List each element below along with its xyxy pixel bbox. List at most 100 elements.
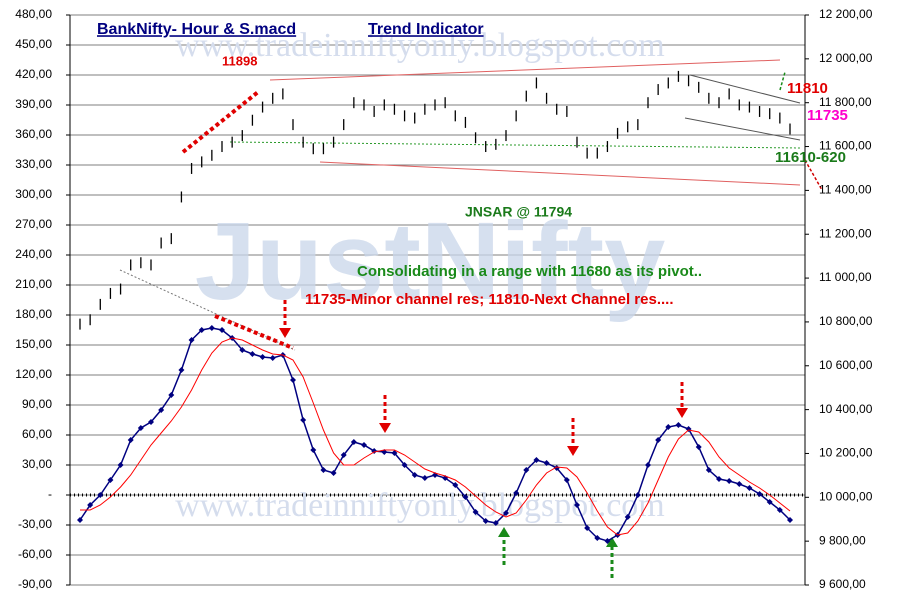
- series-marker: [563, 477, 570, 483]
- y-tick-label: 150,00: [15, 337, 52, 351]
- series-marker: [290, 377, 296, 383]
- channel-line: [689, 74, 801, 104]
- channel-line: [269, 59, 781, 81]
- y2-tick-label: 12 200,00: [819, 7, 873, 21]
- y-tick-label: 330,00: [15, 157, 52, 171]
- arrow-head: [498, 527, 510, 537]
- series-marker: [87, 502, 94, 508]
- chart-title: BankNifty- Hour & S.macd: [97, 21, 296, 38]
- series-marker: [137, 425, 144, 431]
- annotation: 11810: [787, 80, 828, 97]
- annotation: Consolidating in a range with 11680 as i…: [357, 263, 702, 280]
- series-marker: [736, 481, 743, 487]
- series-marker: [513, 490, 520, 496]
- annotation: JNSAR @ 11794: [465, 204, 572, 220]
- series-marker: [776, 507, 783, 513]
- y-tick-label: 30,00: [22, 457, 52, 471]
- y-tick-label: 390,00: [15, 97, 52, 111]
- watermark: www.tradeinniftyonly.blogspot.com: [175, 27, 664, 64]
- series-marker: [604, 538, 611, 544]
- series-marker: [766, 499, 773, 505]
- series-layer: [77, 70, 793, 544]
- series-marker: [188, 337, 195, 343]
- annotation: 11898: [222, 53, 257, 68]
- annotation: 11610-620: [775, 149, 846, 166]
- series-marker: [77, 517, 83, 523]
- series-marker: [543, 460, 550, 466]
- series-marker: [665, 424, 672, 430]
- series-marker: [350, 439, 357, 445]
- series-marker: [787, 517, 793, 523]
- series-marker: [401, 462, 408, 468]
- series-marker: [148, 419, 154, 425]
- series-marker: [411, 472, 418, 478]
- y-tick-label: -30,00: [18, 517, 52, 531]
- y2-tick-label: 11 600,00: [819, 139, 872, 153]
- y2-tick-label: 12 000,00: [819, 51, 873, 65]
- y2-tick-label: 10 200,00: [819, 446, 873, 460]
- watermark: JustNifty: [195, 200, 666, 323]
- y2-tick-label: 11 000,00: [819, 270, 872, 284]
- series-marker: [756, 491, 763, 497]
- series-marker: [198, 327, 205, 333]
- y-tick-label: 60,00: [22, 427, 52, 441]
- y-tick-label: -60,00: [18, 547, 52, 561]
- arrow-head: [279, 328, 291, 338]
- series-marker: [584, 525, 591, 531]
- annotation: 11735: [807, 107, 848, 124]
- grid-layer: [66, 14, 809, 586]
- series-marker: [117, 462, 124, 468]
- channel-line: [319, 161, 801, 186]
- chart-subtitle: Trend Indicator: [368, 21, 484, 38]
- y-tick-label: 90,00: [22, 397, 52, 411]
- series-marker: [746, 485, 753, 491]
- annotation: 11735-Minor channel res; 11810-Next Chan…: [305, 291, 674, 308]
- series-marker: [127, 437, 134, 443]
- y2-tick-label: 11 400,00: [819, 183, 872, 197]
- y2-tick-label: 10 400,00: [819, 402, 873, 416]
- y2-tick-label: 9 800,00: [819, 533, 866, 547]
- series-marker: [168, 392, 175, 398]
- trend-line: [119, 269, 296, 351]
- series-marker: [675, 422, 682, 428]
- series-marker: [178, 367, 185, 373]
- y2-tick-label: 11 800,00: [819, 95, 872, 109]
- series-marker: [330, 470, 337, 476]
- series-marker: [107, 477, 114, 483]
- series-marker: [726, 478, 733, 484]
- y-tick-label: 420,00: [15, 67, 52, 81]
- series-marker: [97, 492, 104, 498]
- support-line: [229, 141, 801, 149]
- y2-tick-label: 10 800,00: [819, 314, 873, 328]
- series-marker: [553, 465, 560, 471]
- y2-tick-label: 11 200,00: [819, 226, 872, 240]
- arrow-head: [606, 537, 618, 547]
- series-marker: [523, 467, 530, 473]
- channel-line: [684, 117, 801, 141]
- y-tick-label: 240,00: [15, 247, 52, 261]
- series-marker: [310, 447, 317, 453]
- series-marker: [452, 482, 459, 488]
- series-marker: [695, 444, 702, 450]
- series-marker: [158, 407, 165, 413]
- series-marker: [462, 494, 469, 500]
- series-marker: [239, 347, 246, 353]
- series-marker: [249, 351, 256, 357]
- y-tick-label: 360,00: [15, 127, 52, 141]
- series-marker: [361, 442, 367, 448]
- series-marker: [533, 457, 540, 463]
- arrow-head: [676, 408, 688, 418]
- arrow-line: [181, 90, 260, 154]
- y2-tick-label: 9 600,00: [819, 577, 866, 591]
- series-marker: [340, 452, 347, 458]
- series-marker: [421, 475, 428, 481]
- y2-tick-label: 10 600,00: [819, 358, 873, 372]
- series-marker: [259, 354, 266, 360]
- series-marker: [320, 467, 327, 473]
- series-marker: [574, 502, 580, 508]
- arrow: [779, 71, 786, 91]
- series-marker: [634, 492, 641, 498]
- series-marker: [705, 467, 712, 473]
- y-tick-label: -: [48, 487, 52, 501]
